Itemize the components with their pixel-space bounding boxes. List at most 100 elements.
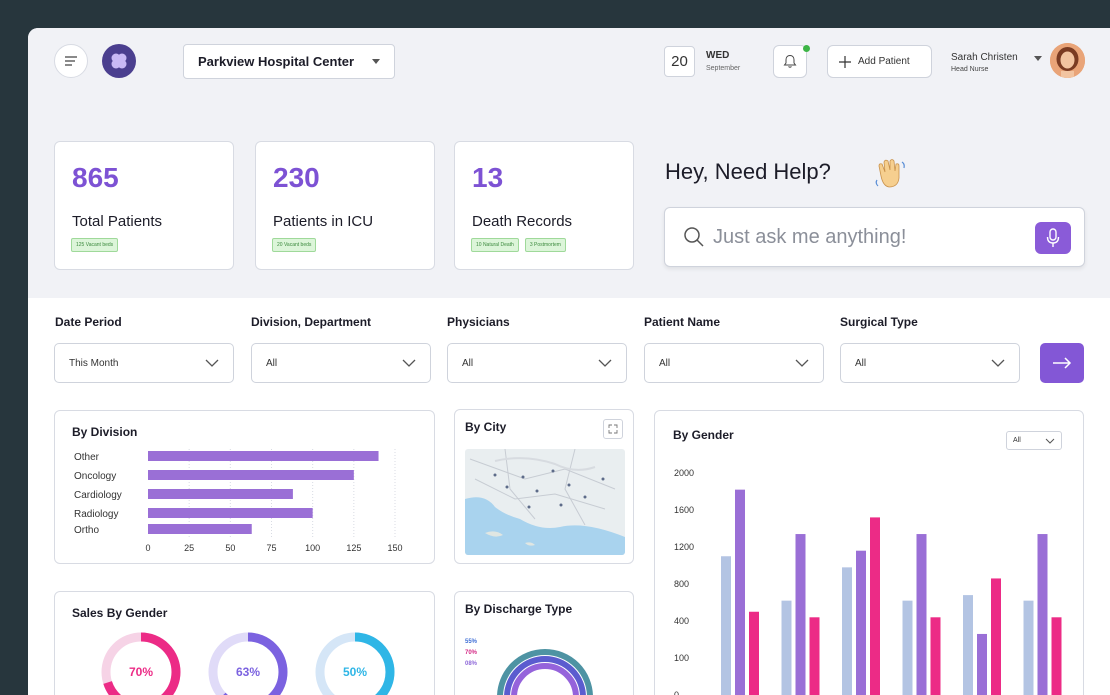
donut-arc [101, 632, 181, 695]
x-tick-label: 75 [266, 543, 276, 553]
gender-bar [1023, 600, 1034, 695]
donut-label: 70% [129, 665, 153, 679]
category-label: Other [74, 452, 100, 463]
search-icon [684, 227, 704, 247]
y-tick-label: 1600 [674, 505, 694, 515]
filter-label-physicians: Physicians [447, 315, 510, 329]
stat-card-total-patients: 865 Total Patients 125 Vacant beds [54, 141, 234, 270]
stat-chip: 20 Vacant beds [272, 238, 317, 252]
chevron-down-icon [205, 359, 219, 367]
division-bar [148, 508, 313, 518]
card-title: By Division [72, 425, 138, 439]
category-label: Oncology [74, 471, 116, 482]
filter-value: All [659, 357, 671, 369]
donut-label: 63% [236, 665, 260, 679]
gender-bar [963, 595, 973, 695]
y-tick-label: 2000 [674, 468, 694, 478]
chevron-down-icon [991, 359, 1005, 367]
expand-map-button[interactable] [603, 419, 623, 439]
notification-dot [803, 45, 810, 52]
arrow-right-icon [1053, 357, 1072, 369]
user-name[interactable]: Sarah Christen [951, 52, 1018, 63]
voice-button[interactable] [1035, 222, 1071, 254]
filter-label-patient-name: Patient Name [644, 315, 721, 329]
gender-bar [870, 517, 880, 695]
user-menu-caret-icon[interactable] [1034, 56, 1042, 61]
gender-filter-select[interactable]: All [1006, 431, 1062, 450]
gender-bar [930, 617, 941, 695]
filter-label-division: Division, Department [251, 315, 372, 329]
filter-value: This Month [69, 357, 119, 369]
hospital-select[interactable]: Parkview Hospital Center [183, 44, 395, 79]
chevron-down-icon [1045, 438, 1055, 444]
category-label: Ortho [74, 525, 99, 536]
filter-value: All [266, 357, 278, 369]
stat-value: 13 [472, 162, 504, 193]
division-bar-chart: 0 25 50 75 100 125 150 Other Oncology Cardiology R… [74, 449, 403, 553]
gender-bar [781, 600, 792, 695]
microphone-icon [1046, 228, 1060, 247]
apply-filters-button[interactable] [1040, 343, 1084, 383]
discharge-gauge [497, 649, 593, 695]
city-map[interactable] [465, 449, 625, 555]
filter-patient-name[interactable]: All [644, 343, 824, 383]
stat-card-icu: 230 Patients in ICU 20 Vacant beds [255, 141, 435, 270]
filter-division[interactable]: All [251, 343, 431, 383]
stat-chip: 10 Natural Death [471, 238, 519, 252]
division-bar [148, 451, 379, 461]
hospital-name: Parkview Hospital Center [198, 54, 355, 69]
gender-bar [1037, 534, 1048, 695]
avatar[interactable] [1050, 43, 1085, 78]
card-title: Sales By Gender [72, 606, 168, 620]
gender-bar [902, 600, 913, 695]
by-division-card: By Division 0 25 50 75 100 125 150 Other Oncolog… [54, 410, 435, 564]
chevron-down-icon [795, 359, 809, 367]
x-tick-label: 150 [387, 543, 402, 553]
gauge-arc-1 [497, 649, 593, 695]
y-tick-label: 1200 [674, 542, 694, 552]
filter-value: All [462, 357, 474, 369]
user-role: Head Nurse [951, 66, 989, 73]
gender-bar [991, 578, 1001, 695]
gender-bar [721, 556, 731, 695]
app-window: Parkview Hospital Center 20 WED Septembe… [28, 28, 1110, 695]
x-tick-label: 100 [305, 543, 320, 553]
gender-filter-value: All [1013, 437, 1021, 444]
gender-bar [856, 550, 866, 695]
date-number: 20 [664, 46, 695, 77]
filter-value: All [855, 357, 867, 369]
gender-bar [749, 611, 759, 695]
stat-label: Patients in ICU [273, 213, 374, 230]
stat-label: Death Records [472, 213, 573, 230]
category-label: Cardiology [74, 490, 122, 501]
gauge-arc-3 [511, 663, 579, 695]
x-tick-label: 125 [346, 543, 361, 553]
gauge-arc-2 [504, 656, 586, 695]
filter-surgical-type[interactable]: All [840, 343, 1020, 383]
add-patient-button[interactable]: Add Patient [827, 45, 932, 78]
donut-arc [315, 632, 395, 695]
plus-icon [839, 55, 851, 68]
stat-label: Total Patients [72, 213, 163, 230]
app-logo [102, 44, 136, 78]
filter-physicians[interactable]: All [447, 343, 627, 383]
menu-button[interactable] [54, 44, 88, 78]
date-month: September [706, 65, 741, 72]
division-bar [148, 470, 354, 480]
help-search-field[interactable]: Just ask me anything! [664, 207, 1085, 267]
card-title: By Discharge Type [465, 602, 573, 616]
gender-bar [795, 534, 806, 695]
gender-bar [809, 617, 820, 695]
filter-date-period[interactable]: This Month [54, 343, 234, 383]
gender-bar [842, 567, 852, 695]
notification-button[interactable] [773, 45, 807, 78]
menu-icon [65, 56, 77, 66]
x-tick-label: 0 [145, 543, 150, 553]
gender-bar [735, 489, 745, 695]
division-bar [148, 489, 293, 499]
gender-bar-chart: 2000 1600 1200 800 400 100 0 [674, 468, 1062, 695]
stat-value: 865 [72, 162, 119, 193]
stat-card-death-records: 13 Death Records 10 Natural Death 3 Post… [454, 141, 634, 270]
add-patient-label: Add Patient [858, 56, 910, 67]
donut-label: 50% [343, 665, 367, 679]
